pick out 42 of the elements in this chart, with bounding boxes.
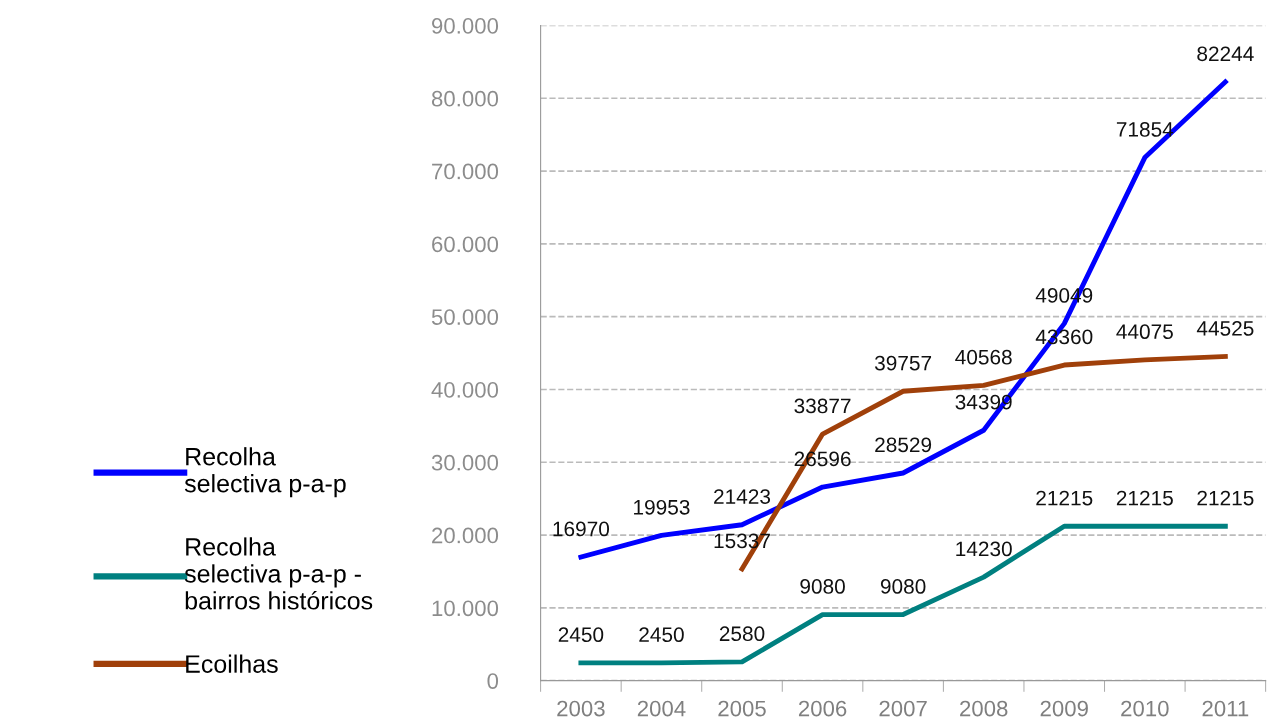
y-tick-label: 40.000 <box>431 382 499 398</box>
y-tick-label: 50.000 <box>431 309 499 325</box>
data-label: 44075 <box>1116 324 1173 340</box>
data-label: 82244 <box>1197 46 1254 62</box>
y-tick-label: 70.000 <box>432 163 499 180</box>
y-tick-label: 20.000 <box>432 527 499 544</box>
y-tick-label: 80.000 <box>431 90 499 107</box>
x-tick-label: 2006 <box>798 700 847 717</box>
data-label: 44525 <box>1196 321 1254 336</box>
legend-label: Recolha selectiva p-a-p - bairros históricos <box>184 537 373 610</box>
x-tick-label: 2007 <box>879 700 927 717</box>
y-tick-label: 10.000 <box>432 600 499 617</box>
data-label: 19953 <box>634 499 690 515</box>
data-label: 9080 <box>800 579 845 594</box>
data-label: 9080 <box>880 579 926 594</box>
x-tick-label: 2005 <box>718 700 766 717</box>
data-label: 40568 <box>955 349 1012 365</box>
x-tick-label: 2003 <box>557 700 605 717</box>
data-label: 14230 <box>956 541 1012 557</box>
data-label: 28529 <box>875 437 932 453</box>
data-label: 21215 <box>1036 490 1093 506</box>
data-label: 21215 <box>1116 490 1173 506</box>
data-label: 2450 <box>558 627 604 643</box>
legend-label: Ecoilhas <box>186 654 278 673</box>
legend-label: Recolha selectiva p-a-p <box>184 447 346 498</box>
data-label: 16970 <box>553 521 610 537</box>
data-label: 21215 <box>1197 490 1254 506</box>
x-tick-label: 2009 <box>1040 700 1088 717</box>
x-tick-label: 2011 <box>1202 700 1249 717</box>
data-label: 71854 <box>1116 122 1174 137</box>
y-tick-label: 0 <box>487 673 499 689</box>
x-tick-label: 2008 <box>960 700 1008 717</box>
y-tick-label: 90.000 <box>432 18 499 34</box>
data-label: 2450 <box>639 627 684 643</box>
x-tick-label: 2004 <box>637 700 686 717</box>
data-label: 21423 <box>714 489 771 504</box>
data-label: 33877 <box>794 398 851 414</box>
y-tick-label: 60.000 <box>432 236 499 253</box>
x-tick-label: 2010 <box>1121 700 1169 717</box>
data-label: 2580 <box>719 626 765 642</box>
y-tick-label: 30.000 <box>431 454 499 471</box>
data-label: 39757 <box>874 355 932 371</box>
